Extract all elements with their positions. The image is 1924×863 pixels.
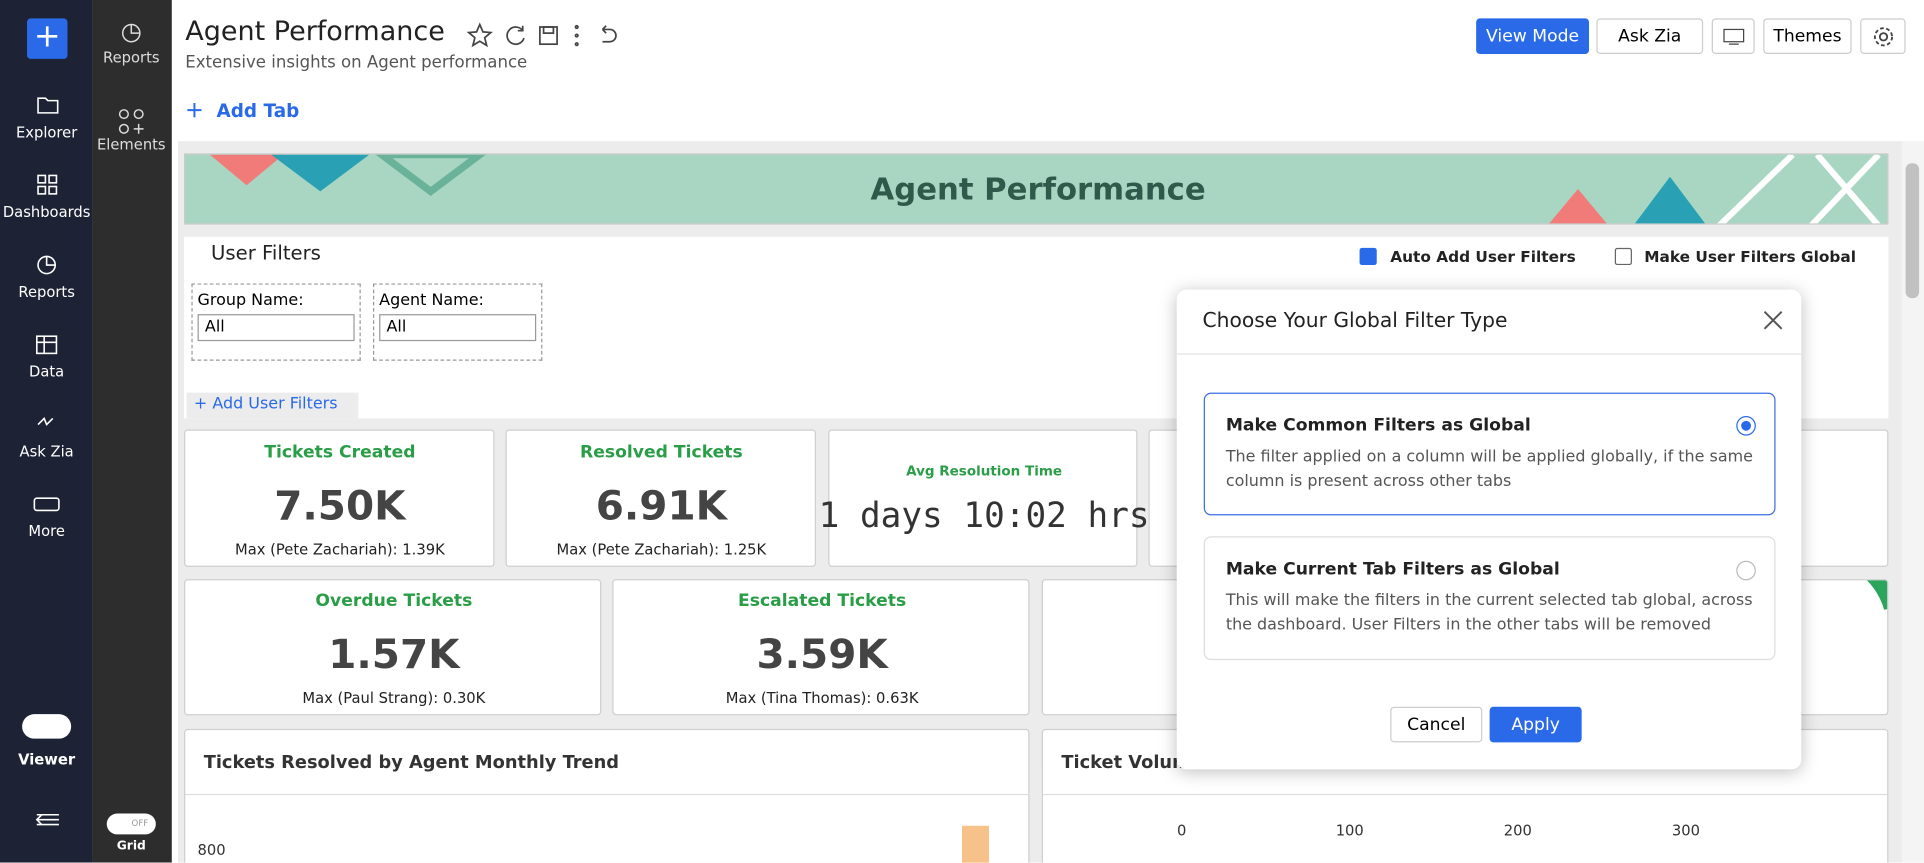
settings-button[interactable] — [1860, 18, 1906, 54]
option-description: The filter applied on a column will be a… — [1225, 447, 1753, 491]
nav-item[interactable]: Explorer — [15, 123, 78, 142]
title-actions[interactable] — [466, 22, 619, 49]
option-description: This will make the filters in the curren… — [1225, 591, 1753, 635]
panel-item[interactable]: Reports — [103, 49, 160, 67]
kpi-title: Overdue Tickets — [315, 591, 473, 612]
filter-select[interactable]: All — [197, 314, 355, 342]
bar — [961, 825, 989, 863]
create-button[interactable]: + — [26, 18, 68, 59]
axis-label: 300 — [1671, 822, 1701, 840]
kpi-value: 1 days 10:02 hrs — [818, 495, 1150, 536]
divider — [1176, 353, 1802, 355]
ask-zia-button[interactable]: Ask Zia — [1596, 18, 1704, 54]
kpi-title: Avg Resolution Time — [906, 463, 1063, 480]
kpi-title: Escalated Tickets — [738, 591, 907, 612]
nav-item[interactable]: Data — [29, 363, 65, 381]
checkbox-checked[interactable] — [1359, 247, 1377, 266]
kpi-max: Max (Pete Zachariah): 1.39K — [235, 541, 445, 559]
filter-box: Agent Name: All — [373, 283, 543, 361]
close-button[interactable] — [1762, 309, 1784, 331]
kpi-title: Tickets Created — [264, 442, 416, 463]
scrollbar — [1901, 141, 1924, 863]
nav-item[interactable]: Dashboards — [2, 203, 91, 221]
dialog-title: Choose Your Global Filter Type — [1202, 308, 1508, 332]
kpi-card: Escalated Tickets 3.59K Max (Tina Thomas… — [612, 579, 1030, 716]
add-user-filters-label: Add User Filters — [212, 395, 338, 414]
viewer-label: Viewer — [18, 750, 76, 769]
divider — [1042, 793, 1888, 796]
panel-icons — [118, 23, 144, 134]
radio[interactable] — [1736, 560, 1756, 581]
chart-title: Ticket Volume — [1061, 753, 1203, 774]
add-tab[interactable]: ＋ Add Tab — [185, 100, 300, 123]
nav-item[interactable]: Reports — [18, 283, 75, 301]
axis-label: 200 — [1503, 822, 1532, 840]
checkbox[interactable] — [1614, 247, 1632, 266]
scroll-thumb[interactable] — [1905, 163, 1920, 299]
radio[interactable] — [1736, 415, 1756, 436]
dashboard-subtitle: Extensive insights on Agent performance — [185, 52, 528, 73]
chart-title: Tickets Resolved by Agent Monthly Trend — [203, 753, 620, 774]
add-user-filters[interactable]: + Add User Filters — [186, 392, 359, 419]
kpi-card: Tickets Created 7.50K Max (Pete Zacharia… — [184, 429, 495, 567]
kpi-value: 6.91K — [595, 481, 728, 530]
viewer-toggle[interactable] — [22, 714, 72, 739]
filter-box: Group Name: All — [191, 283, 361, 361]
grid-toggle[interactable]: OFF — [106, 813, 156, 835]
filter-label: Group Name: — [197, 291, 304, 310]
sidebar: + Explorer Dashboards Reports Data Ask Z… — [0, 0, 93, 863]
kpi-value: 3.59K — [756, 630, 888, 678]
present-button[interactable] — [1711, 18, 1755, 54]
element-panel: Reports Elements OFF Grid — [92, 0, 172, 863]
kpi-card: Overdue Tickets 1.57K Max (Paul Strang):… — [184, 579, 602, 716]
sidebar-icons — [33, 97, 60, 826]
kpi-title: Resolved Tickets — [579, 442, 743, 463]
kpi-max: Max (Tina Thomas): 0.63K — [725, 689, 919, 707]
axis-label: 800 — [197, 841, 226, 859]
kpi-max: Max (Pete Zachariah): 1.25K — [556, 541, 767, 559]
dashboard-title: Agent Performance — [185, 16, 445, 48]
option-title: Make Current Tab Filters as Global — [1225, 559, 1560, 580]
banner-title: Agent Performance — [870, 171, 1206, 207]
auto-add-label: Auto Add User Filters — [1390, 247, 1576, 266]
banner: Agent Performance — [184, 153, 1889, 225]
option-card[interactable]: Make Common Filters as Global The filter… — [1203, 392, 1776, 516]
nav-item[interactable]: More — [28, 522, 65, 540]
kpi-card: Resolved Tickets 6.91K Max (Pete Zachari… — [505, 429, 816, 567]
option-title: Make Common Filters as Global — [1225, 415, 1531, 436]
panel-item[interactable]: Elements — [96, 136, 166, 154]
themes-button[interactable]: Themes — [1763, 18, 1852, 54]
grid-toggle-state: OFF — [131, 818, 149, 829]
view-mode-button[interactable]: View Mode — [1476, 18, 1590, 54]
option-card[interactable]: Make Current Tab Filters as Global This … — [1203, 536, 1776, 661]
nav-item[interactable]: Ask Zia — [19, 442, 74, 461]
divider — [185, 793, 1029, 796]
user-filters-title: User Filters — [211, 241, 321, 265]
dialog: Choose Your Global Filter Type Make Comm… — [1176, 289, 1802, 770]
grid-label: Grid — [116, 839, 146, 854]
axis-label: 100 — [1335, 822, 1364, 840]
cancel-button[interactable]: Cancel — [1390, 706, 1483, 743]
kpi-value: 1.57K — [328, 630, 460, 678]
make-global-label: Make User Filters Global — [1644, 247, 1857, 266]
axis-label: 0 — [1176, 822, 1187, 840]
banner-decor — [209, 154, 1881, 224]
add-tab-label: Add Tab — [216, 100, 300, 123]
filter-label: Agent Name: — [379, 291, 484, 310]
radio-dot — [1741, 420, 1751, 431]
kpi-card: Avg Resolution Time 1 days 10:02 hrs — [819, 429, 1150, 567]
kpi-max: Max (Paul Strang): 0.30K — [302, 689, 486, 707]
chart-card: Tickets Resolved by Agent Monthly Trend … — [184, 728, 1030, 863]
kpi-value: 7.50K — [274, 481, 406, 530]
filter-select[interactable]: All — [379, 314, 537, 342]
apply-button[interactable]: Apply — [1489, 706, 1582, 743]
